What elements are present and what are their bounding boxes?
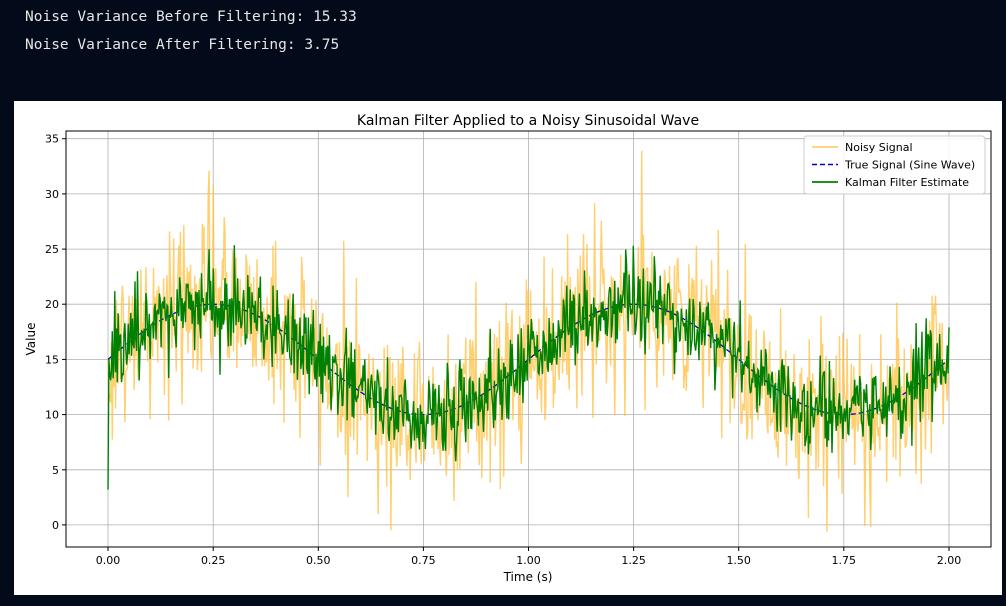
y-tick-label: 30 [45,188,59,201]
chart-title: Kalman Filter Applied to a Noisy Sinusoi… [357,113,699,129]
x-tick-label: 1.00 [516,554,541,567]
y-tick-label: 15 [45,353,59,366]
ticks: 0.00 0.25 0.50 0.75 1.00 1.25 1.50 1.75 2.00 0 5 10… [45,133,961,567]
kalman-estimate-line [107,245,950,490]
x-tick-label: 0.50 [306,554,331,567]
legend-box [803,135,986,195]
x-tick-label: 0.75 [411,554,436,567]
x-tick-label: 1.50 [726,554,751,567]
x-tick-label: 1.25 [621,554,646,567]
x-tick-label: 2.00 [937,554,962,567]
console-output: Noise Variance Before Filtering: 15.33 N… [0,0,1006,100]
y-axis-label: Value [24,323,38,356]
noise-variance-after-text: Noise Variance After Filtering: 3.75 [25,37,340,53]
x-tick-label: 0.00 [96,554,121,567]
x-tick-label: 1.75 [832,554,857,567]
x-axis-label: Time (s) [503,570,553,584]
legend-label: True Signal (Sine Wave) [844,159,975,172]
legend-label: Kalman Filter Estimate [845,176,969,189]
legend: Noisy Signal True Signal (Sine Wave) Kalma… [803,135,986,195]
chart-figure: 0.00 0.25 0.50 0.75 1.00 1.25 1.50 1.75 2.00 0 5 10… [14,101,1002,595]
x-tick-label: 0.25 [201,554,226,567]
y-tick-label: 5 [52,464,59,477]
noise-variance-before-text: Noise Variance Before Filtering: 15.33 [25,9,357,25]
y-tick-label: 0 [52,519,59,532]
legend-label: Noisy Signal [845,141,913,154]
series-layer [107,150,950,532]
y-tick-label: 10 [45,409,59,422]
kalman-chart: 0.00 0.25 0.50 0.75 1.00 1.25 1.50 1.75 2.00 0 5 10… [24,113,992,584]
y-tick-label: 20 [45,298,59,311]
y-tick-label: 25 [45,243,59,256]
y-tick-label: 35 [45,133,59,146]
